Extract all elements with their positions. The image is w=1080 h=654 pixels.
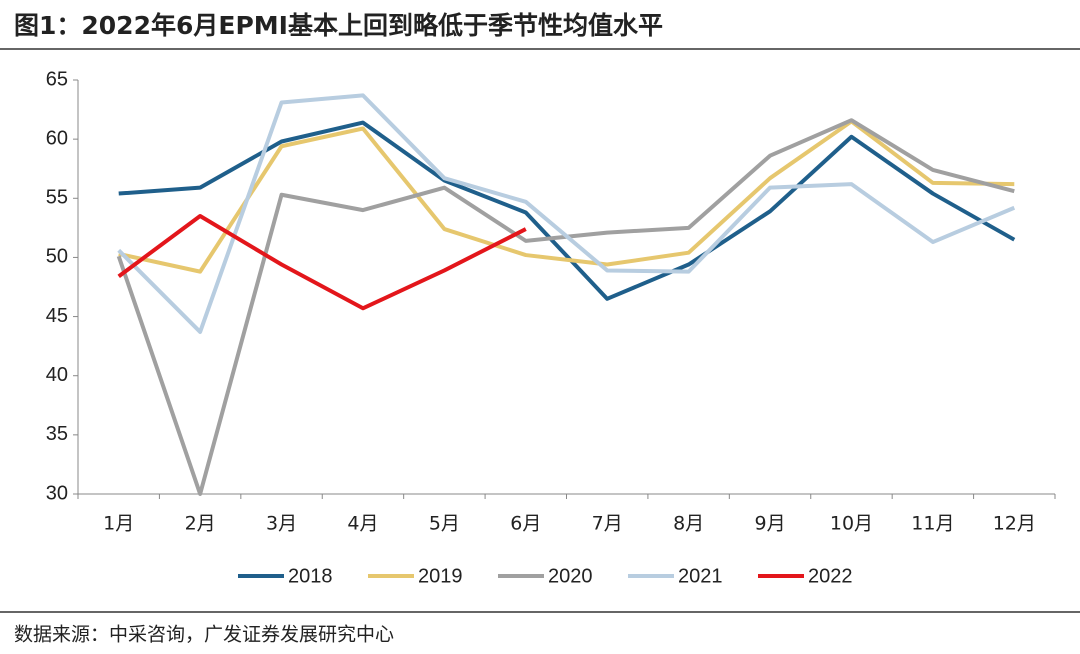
x-tick-label: 10月 [830, 513, 873, 535]
legend-label: 2020 [548, 565, 593, 587]
legend-label: 2018 [288, 565, 333, 587]
x-tick-label: 7月 [592, 513, 623, 535]
x-tick-label: 6月 [510, 513, 541, 535]
series-line [118, 120, 1016, 301]
y-tick-label: 30 [46, 482, 68, 504]
y-tick-label: 35 [46, 423, 68, 445]
y-tick-label: 55 [46, 187, 68, 209]
y-tick-label: 50 [46, 246, 68, 268]
y-tick-label: 65 [46, 68, 68, 90]
x-tick-label: 12月 [993, 513, 1036, 535]
y-tick-label: 60 [46, 127, 68, 149]
legend-label: 2019 [418, 565, 463, 587]
x-tick-label: 11月 [911, 513, 954, 535]
series-line [117, 214, 527, 311]
legend-label: 2021 [678, 565, 723, 587]
x-tick-label: 9月 [754, 513, 785, 535]
x-tick-label: 8月 [673, 513, 704, 535]
x-tick-label: 4月 [347, 513, 378, 535]
x-tick-label: 2月 [185, 513, 216, 535]
x-tick-label: 1月 [103, 513, 134, 535]
y-tick-label: 45 [46, 305, 68, 327]
legend-label: 2022 [808, 565, 853, 587]
series-line [117, 93, 1016, 334]
series-line [116, 118, 1015, 496]
x-tick-label: 5月 [429, 513, 460, 535]
chart-title: 图1：2022年6月EPMI基本上回到略低于季节性均值水平 [14, 11, 663, 40]
source: 数据来源：中采咨询，广发证券发展研究中心 [14, 624, 394, 646]
x-tick-label: 3月 [266, 513, 297, 535]
series-line [118, 119, 1015, 274]
y-tick-label: 40 [46, 364, 68, 386]
